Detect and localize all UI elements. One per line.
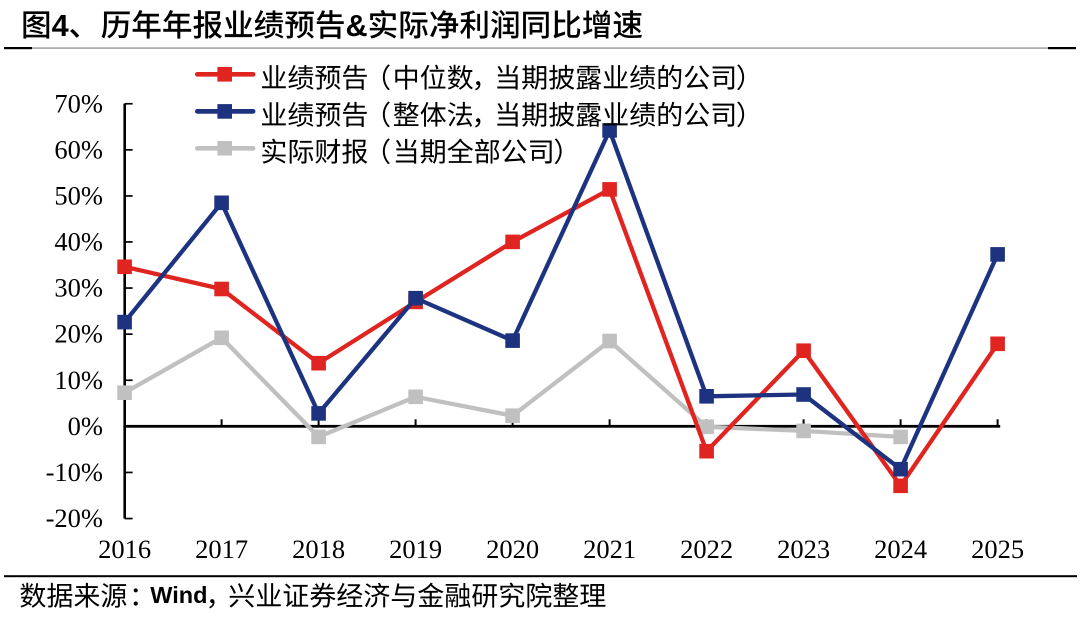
svg-text:50%: 50% [54,181,103,211]
svg-text:2017: 2017 [195,534,248,564]
svg-text:2020: 2020 [486,534,539,564]
svg-text:70%: 70% [54,88,103,118]
svg-text:2021: 2021 [583,534,636,564]
svg-text:0%: 0% [68,411,103,441]
svg-text:2018: 2018 [292,534,345,564]
svg-text:2023: 2023 [777,534,830,564]
svg-text:&: & [346,9,368,43]
svg-text:10%: 10% [54,365,103,395]
svg-text:Wind: Wind [150,582,207,608]
svg-text:4: 4 [52,9,69,43]
svg-text:-20%: -20% [46,503,103,533]
svg-text:2024: 2024 [874,534,927,564]
svg-text:40%: 40% [54,227,103,257]
svg-text:-10%: -10% [46,457,103,487]
svg-text:2025: 2025 [971,534,1024,564]
svg-text:60%: 60% [54,134,103,164]
svg-text:2022: 2022 [680,534,733,564]
svg-text:2019: 2019 [389,534,442,564]
svg-text:30%: 30% [54,273,103,303]
svg-text:2016: 2016 [98,534,151,564]
svg-text:20%: 20% [54,319,103,349]
